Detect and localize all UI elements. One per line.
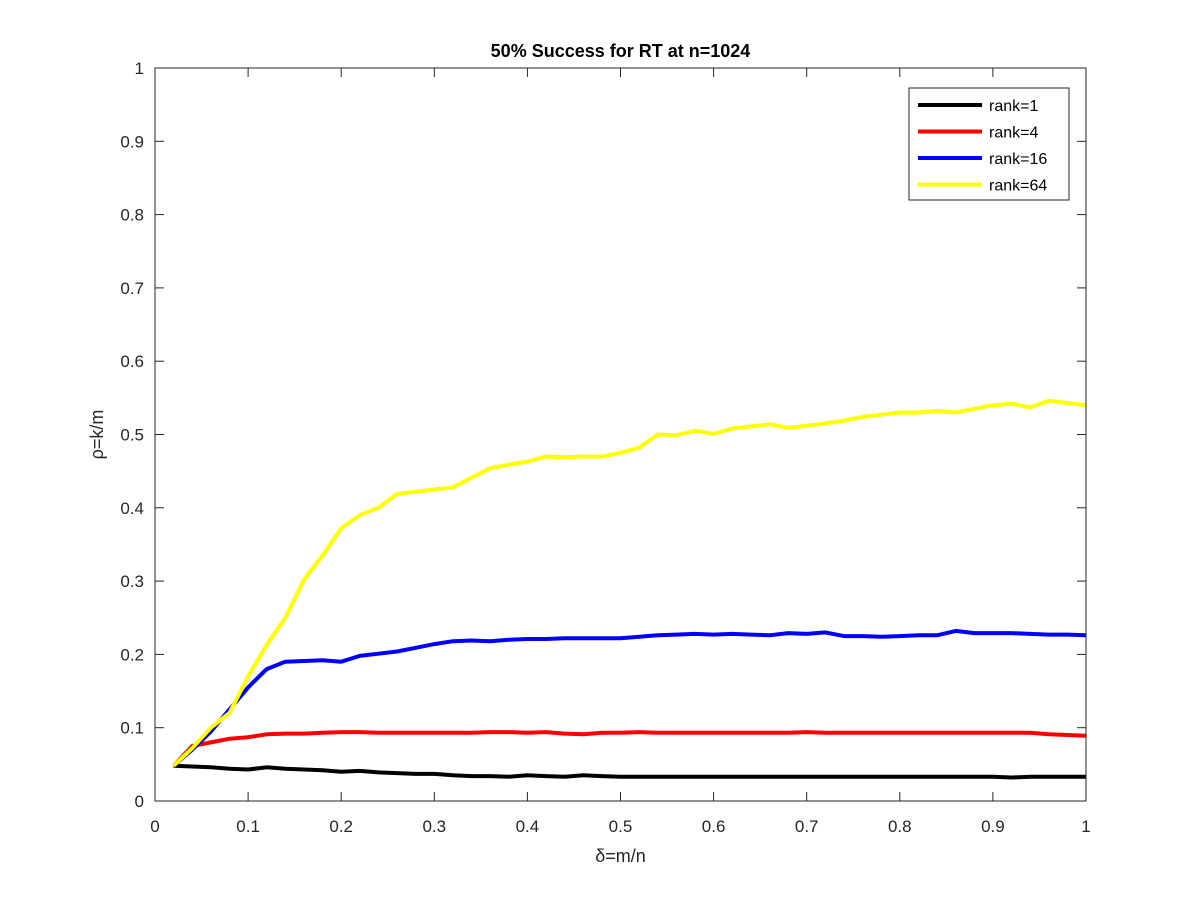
x-axis-label: δ=m/n	[595, 846, 646, 866]
series-line-rank-16	[172, 628, 1087, 768]
y-tick-label: 0.9	[120, 132, 144, 151]
x-tick-label: 0.3	[422, 817, 446, 836]
legend-entry-label: rank=4	[989, 125, 1038, 142]
x-tick-label: 0.9	[981, 817, 1005, 836]
legend-entry-label: rank=16	[989, 151, 1047, 168]
y-tick-label: 0.7	[120, 279, 144, 298]
y-tick-label: 0.5	[120, 426, 144, 445]
x-tick-label: 0.7	[795, 817, 819, 836]
series-line-rank-1	[173, 763, 1086, 780]
x-tick-label: 0.6	[702, 817, 726, 836]
y-tick-label: 0.6	[120, 352, 144, 371]
tick-layer: 0 0.1 0.2 0.3 0.4 0.5 0.6 0.7 0.8 0.9 1 0 0.1 0.2 0.3 0…	[120, 59, 1090, 836]
x-tick-label: 0.2	[329, 817, 353, 836]
legend-entry-label: rank=1	[989, 98, 1038, 115]
x-tick-label: 0.4	[516, 817, 540, 836]
y-tick-label: 1	[135, 59, 144, 78]
x-tick-label: 0	[150, 817, 159, 836]
series-line-rank-64	[172, 398, 1087, 768]
chart-title: 50% Success for RT at n=1024	[491, 41, 751, 61]
y-tick-label: 0.4	[120, 499, 144, 518]
y-tick-label: 0	[135, 792, 144, 811]
y-axis-label: ρ=k/m	[87, 410, 107, 460]
y-tick-label: 0.2	[120, 645, 144, 664]
legend: rank=1 rank=4 rank=16 rank=64	[908, 87, 1070, 201]
y-tick-label: 0.3	[120, 572, 144, 591]
x-tick-label: 0.5	[609, 817, 633, 836]
x-tick-label: 1	[1081, 817, 1090, 836]
y-tick-label: 0.8	[120, 206, 144, 225]
series-layer	[172, 398, 1087, 780]
y-tick-label: 0.1	[120, 719, 144, 738]
series-line-rank-4	[172, 730, 1087, 768]
x-tick-label: 0.1	[236, 817, 260, 836]
x-tick-label: 0.8	[888, 817, 912, 836]
legend-entry-label: rank=64	[989, 178, 1047, 195]
